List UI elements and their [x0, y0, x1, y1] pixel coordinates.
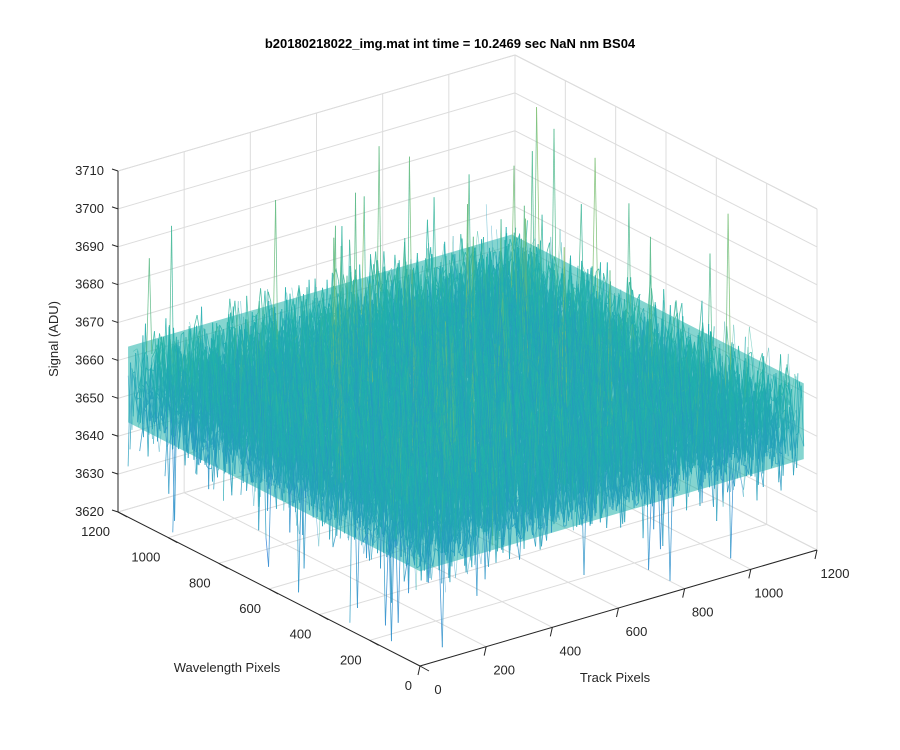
chart-title: b20180218022_img.mat int time = 10.2469 … — [265, 36, 636, 51]
side-wall-grid-line — [514, 130, 818, 286]
z-tick-mark — [111, 282, 119, 286]
box-edge — [514, 54, 818, 210]
surface-mesh-segment — [143, 350, 148, 356]
x-tick-mark — [483, 646, 487, 656]
surface-mesh-segment — [151, 331, 155, 354]
back-wall-grid-line — [117, 92, 516, 210]
z-tick-mark — [111, 244, 119, 248]
y-tick-mark — [369, 639, 379, 646]
box-edge — [117, 54, 516, 172]
side-wall-grid-line — [514, 92, 818, 248]
y-tick-mark — [419, 665, 430, 672]
surface-mesh-segment — [145, 323, 149, 395]
back-wall-grid-line — [117, 206, 516, 324]
z-tick-mark — [111, 320, 119, 324]
surface-mesh-segment — [135, 352, 139, 389]
z-tick-mark — [111, 168, 119, 172]
back-wall-grid-line — [117, 130, 516, 248]
surface-mesh-segment — [127, 362, 131, 467]
z-tick-mark — [111, 509, 119, 513]
surface-mesh-segment — [219, 324, 223, 331]
y-tick-mark — [268, 588, 279, 595]
z-tick-mark — [111, 471, 119, 475]
z-tick-mark — [111, 206, 119, 210]
x-tick-mark — [748, 569, 752, 579]
surface-mesh-segment — [131, 368, 135, 383]
surface-mesh-segment — [180, 332, 184, 335]
surface-mesh-segment — [436, 267, 440, 270]
surface-data — [127, 107, 805, 648]
y-tick-mark — [319, 614, 329, 621]
y-tick-mark — [117, 511, 128, 518]
x-tick-mark — [417, 665, 421, 676]
z-tick-mark — [111, 433, 119, 437]
side-wall-grid-line — [514, 168, 818, 324]
surface-mesh-segment — [159, 333, 163, 347]
axes — [111, 168, 818, 676]
surface-mesh-segment — [196, 314, 201, 333]
x-tick-mark — [616, 607, 619, 618]
y-tick-mark — [218, 562, 228, 569]
side-wall-grid-line — [514, 206, 818, 362]
back-wall-grid-line — [117, 168, 516, 286]
surface-mesh-segment — [206, 333, 210, 348]
surface-mesh-segment — [154, 331, 158, 364]
x-tick-mark — [682, 588, 686, 598]
surface-mesh-segment — [148, 258, 153, 354]
surface-mesh-segment — [229, 298, 233, 324]
x-tick-mark — [549, 627, 553, 637]
floor-grid-line — [369, 523, 767, 641]
surface-mesh-segment — [129, 373, 133, 450]
y-tick-mark — [168, 537, 178, 544]
surface-mesh-segment — [146, 258, 150, 352]
z-tick-mark — [111, 357, 119, 361]
surface-mesh-segment — [194, 314, 198, 326]
x-tick-mark — [814, 549, 818, 560]
z-tick-mark — [111, 395, 119, 399]
surface-mesh-segment — [133, 391, 137, 403]
